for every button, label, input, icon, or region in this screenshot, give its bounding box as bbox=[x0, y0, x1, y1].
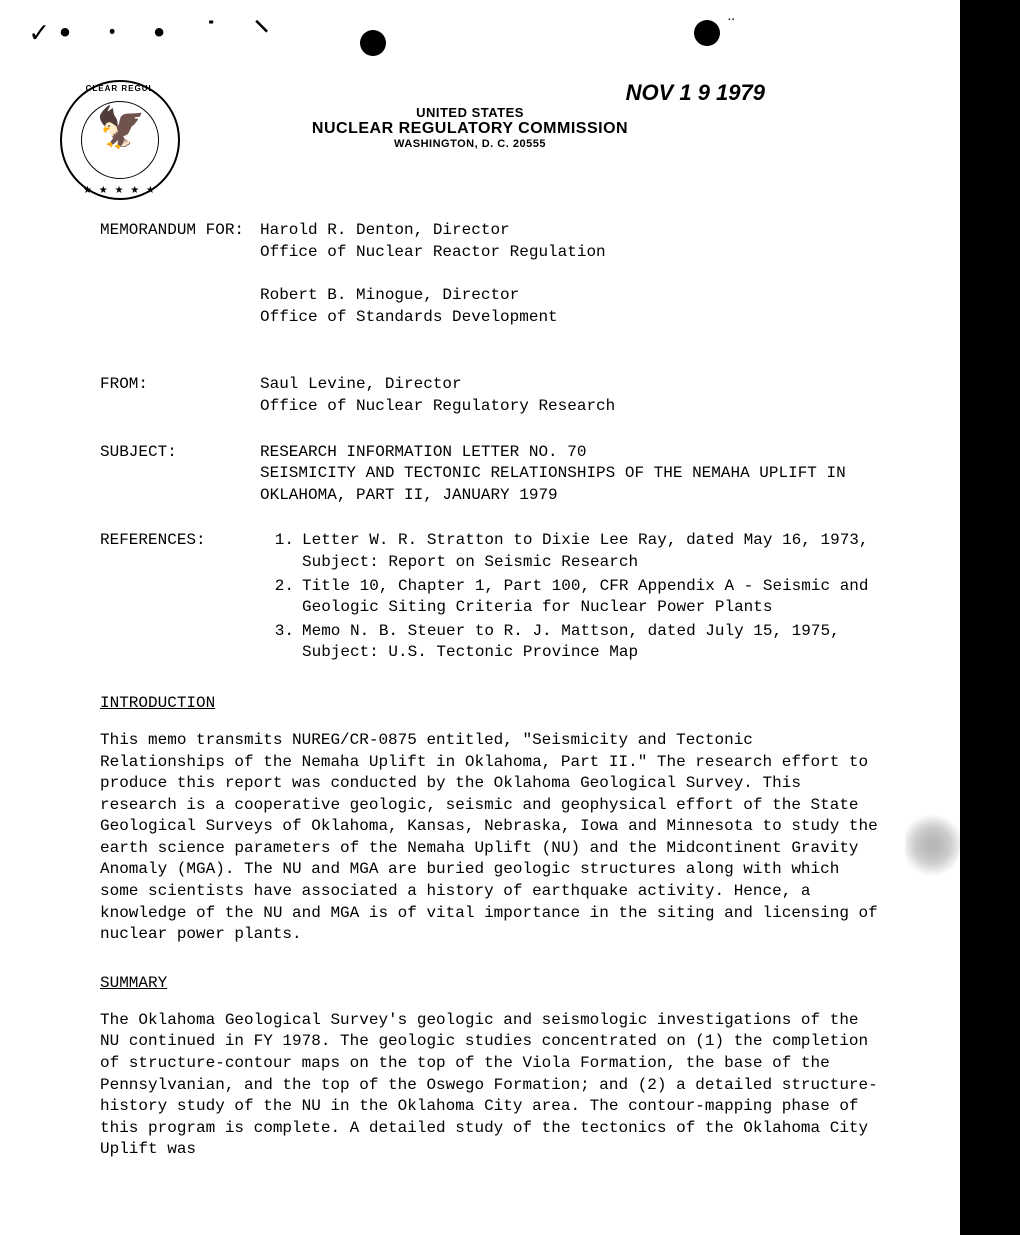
reference-item: 3. Memo N. B. Steuer to R. J. Mattson, d… bbox=[272, 621, 880, 664]
agency-seal: CLEAR REGUL 🦅 ★ ★ ★ ★ ★ bbox=[60, 80, 180, 200]
recipient: Robert B. Minogue, Director Office of St… bbox=[260, 285, 880, 328]
letterhead-line: NUCLEAR REGULATORY COMMISSION bbox=[180, 120, 760, 138]
eagle-icon: 🦅 bbox=[96, 112, 146, 152]
memo-subject-row: SUBJECT: RESEARCH INFORMATION LETTER NO.… bbox=[100, 442, 880, 507]
recipient: Harold R. Denton, Director Office of Nuc… bbox=[260, 220, 880, 263]
date-stamp: NOV 1 9 1979 bbox=[626, 80, 765, 106]
scan-artifacts: ⸱⸱ bbox=[727, 10, 735, 29]
memo-label: SUBJECT: bbox=[100, 442, 260, 507]
memo-header: MEMORANDUM FOR: Harold R. Denton, Direct… bbox=[100, 220, 880, 666]
punch-dot bbox=[694, 20, 720, 46]
scan-artifact-smudge bbox=[905, 810, 960, 880]
recipient-name: Harold R. Denton, Director bbox=[260, 220, 880, 242]
recipient-office: Office of Nuclear Reactor Regulation bbox=[260, 242, 880, 264]
reference-number: 3. bbox=[272, 621, 302, 664]
reference-item: 1. Letter W. R. Stratton to Dixie Lee Ra… bbox=[272, 530, 880, 573]
memo-label: MEMORANDUM FOR: bbox=[100, 220, 260, 350]
sender-office: Office of Nuclear Regulatory Research bbox=[260, 396, 880, 418]
subject-text: RESEARCH INFORMATION LETTER NO. 70 SEISM… bbox=[260, 442, 880, 507]
letterhead-line: UNITED STATES bbox=[180, 105, 760, 120]
reference-text: Letter W. R. Stratton to Dixie Lee Ray, … bbox=[302, 530, 880, 573]
sender-name: Saul Levine, Director bbox=[260, 374, 880, 396]
section-heading: SUMMARY bbox=[100, 974, 880, 992]
seal-stars: ★ ★ ★ ★ ★ bbox=[60, 185, 180, 196]
recipient-name: Robert B. Minogue, Director bbox=[260, 285, 880, 307]
seal-text: CLEAR REGUL bbox=[60, 84, 180, 93]
document-page: ✓• ⸱ • ˙ ⸌ ⸱⸱ NOV 1 9 1979 CLEAR REGUL 🦅… bbox=[0, 0, 960, 1235]
scan-edge-strip bbox=[960, 0, 1020, 1235]
intro-paragraph: This memo transmits NUREG/CR-0875 entitl… bbox=[100, 730, 880, 946]
reference-text: Memo N. B. Steuer to R. J. Mattson, date… bbox=[302, 621, 880, 664]
recipient-office: Office of Standards Development bbox=[260, 307, 880, 329]
memo-label: REFERENCES: bbox=[100, 530, 260, 666]
reference-number: 2. bbox=[272, 576, 302, 619]
letterhead: UNITED STATES NUCLEAR REGULATORY COMMISS… bbox=[180, 105, 760, 150]
summary-paragraph: The Oklahoma Geological Survey's geologi… bbox=[100, 1010, 880, 1161]
punch-dot bbox=[360, 30, 386, 56]
letterhead-line: WASHINGTON, D. C. 20555 bbox=[180, 138, 760, 150]
reference-item: 2. Title 10, Chapter 1, Part 100, CFR Ap… bbox=[272, 576, 880, 619]
reference-text: Title 10, Chapter 1, Part 100, CFR Appen… bbox=[302, 576, 880, 619]
scan-artifacts: ✓• ⸱ • ˙ ⸌ bbox=[30, 10, 277, 52]
memo-from-row: FROM: Saul Levine, Director Office of Nu… bbox=[100, 374, 880, 417]
memo-to-row: MEMORANDUM FOR: Harold R. Denton, Direct… bbox=[100, 220, 880, 350]
memo-label: FROM: bbox=[100, 374, 260, 417]
section-heading: INTRODUCTION bbox=[100, 694, 880, 712]
reference-number: 1. bbox=[272, 530, 302, 573]
memo-references-row: REFERENCES: 1. Letter W. R. Stratton to … bbox=[100, 530, 880, 666]
